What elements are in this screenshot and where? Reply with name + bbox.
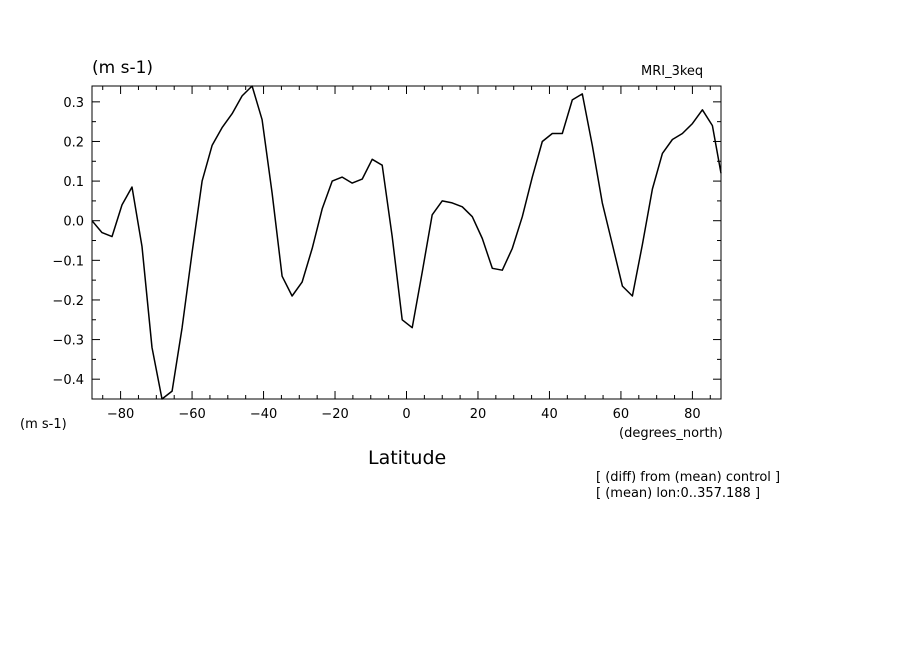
- x-tick-label: −20: [321, 407, 348, 422]
- y-tick-label: 0.3: [63, 96, 84, 111]
- axis-ticks: [92, 86, 721, 400]
- x-tick-label: 40: [541, 407, 558, 422]
- y-axis-units-top: (m s-1): [92, 58, 154, 78]
- y-tick-label: −0.3: [52, 334, 84, 349]
- x-tick-label: 80: [684, 407, 701, 422]
- x-tick-label: 0: [402, 407, 410, 422]
- y-tick-label: −0.1: [52, 254, 84, 269]
- series-layer: [91, 85, 722, 400]
- plot-frame: [91, 85, 722, 400]
- y-axis-units-left: (m s-1): [20, 417, 67, 432]
- y-tick-label: −0.2: [52, 294, 84, 309]
- axis-tick-labels: −80 −60 −40 −20 0 20 40 60 80 0.3 0.2 0.1 0.0 −0.1 −0.…: [52, 96, 700, 422]
- x-axis-title: Latitude: [368, 447, 447, 469]
- x-tick-label: −60: [178, 407, 205, 422]
- y-tick-label: 0.1: [63, 175, 84, 190]
- model-name: MRI_3keq: [641, 64, 704, 79]
- y-tick-label: 0.2: [63, 135, 84, 150]
- series-line: [91, 85, 722, 400]
- x-tick-label: −80: [107, 407, 134, 422]
- y-tick-label: −0.4: [52, 373, 84, 388]
- x-tick-label: 60: [613, 407, 630, 422]
- mean-note: [ (mean) lon:0..357.188 ]: [596, 486, 761, 501]
- x-tick-label: 20: [470, 407, 487, 422]
- x-tick-label: −40: [250, 407, 277, 422]
- y-tick-label: 0.0: [63, 215, 84, 230]
- diff-note: [ (diff) from (mean) control ]: [596, 470, 781, 485]
- x-axis-units: (degrees_north): [619, 426, 723, 441]
